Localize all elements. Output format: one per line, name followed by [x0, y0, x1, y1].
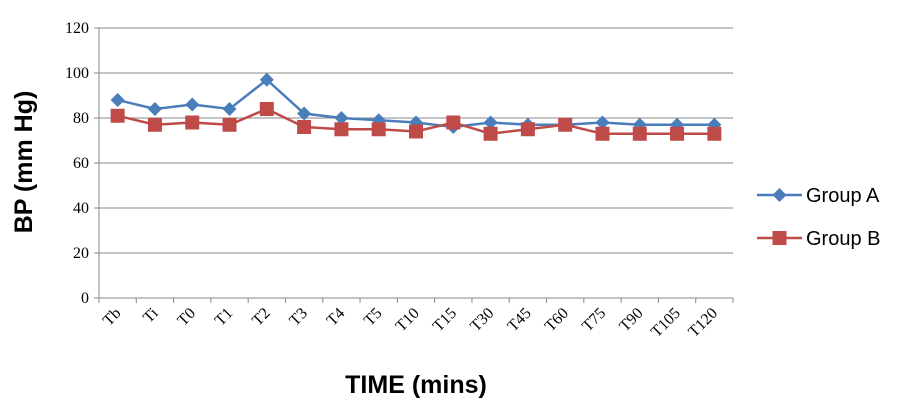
x-axis-title: TIME (mins): [345, 371, 487, 399]
point-1-15: [670, 126, 685, 141]
x-tick-label-7: T5: [361, 305, 386, 330]
point-1-6: [334, 122, 349, 137]
x-tick-label-12: T60: [542, 305, 572, 335]
x-tick-label-15: T105: [648, 305, 684, 341]
point-1-2: [185, 115, 200, 130]
legend-marker-0: [772, 188, 787, 202]
x-tick-label-11: T45: [504, 305, 534, 335]
x-tick-label-8: T10: [393, 305, 423, 335]
x-tick-label-4: T2: [249, 305, 274, 330]
series-1: [110, 102, 722, 141]
y-tick-label-4: 80: [73, 110, 89, 127]
axes: [94, 27, 734, 303]
x-tick-label-14: T90: [616, 305, 646, 335]
x-tick-label-5: T3: [286, 305, 311, 330]
x-tick-label-16: T120: [685, 305, 721, 341]
x-tick-label-3: T1: [212, 305, 237, 330]
series-group: [110, 72, 722, 141]
legend-marker-1: [772, 231, 787, 245]
point-1-3: [222, 117, 237, 132]
point-1-10: [483, 126, 498, 141]
gridlines: [99, 27, 733, 254]
y-tick-labels: 0 20 40 60 80 100 120: [65, 20, 89, 307]
x-tick-label-10: T30: [467, 305, 497, 335]
point-1-16: [707, 126, 722, 141]
x-tick-label-6: T4: [324, 305, 349, 330]
point-1-4: [259, 102, 274, 116]
x-tick-label-1: Ti: [140, 304, 162, 326]
point-0-4: [259, 72, 274, 87]
y-tick-label-0: 0: [81, 290, 89, 307]
y-tick-label-6: 120: [65, 20, 89, 37]
x-tick-label-9: T15: [430, 305, 460, 335]
y-tick-label-1: 20: [73, 245, 89, 262]
y-tick-label-5: 100: [65, 65, 89, 82]
y-tick-label-3: 60: [73, 155, 89, 172]
point-0-1: [147, 102, 162, 116]
point-1-0: [110, 108, 125, 123]
point-1-11: [520, 122, 535, 137]
point-0-0: [110, 93, 125, 107]
y-tick-label-2: 40: [73, 200, 89, 217]
legend-label-0: Group A: [806, 185, 880, 207]
x-tick-labels: Tb Ti T0 T1 T2 T3 T4 T5 T10 T15 T30 T45 T60 T75 T90 T10…: [100, 304, 721, 340]
point-0-10: [483, 115, 498, 130]
point-1-9: [446, 115, 461, 130]
point-0-5: [297, 106, 312, 121]
legend-label-1: Group B: [806, 228, 880, 250]
x-tick-label-0: Tb: [100, 305, 125, 330]
point-1-13: [595, 126, 610, 141]
point-0-2: [185, 97, 200, 112]
legend: Group A Group B: [757, 185, 880, 250]
point-1-8: [409, 124, 423, 139]
point-1-12: [558, 117, 573, 132]
point-1-5: [297, 120, 312, 134]
x-tick-label-13: T75: [579, 305, 609, 335]
point-0-6: [334, 111, 349, 125]
point-1-7: [371, 122, 386, 137]
x-tick-label-2: T0: [174, 305, 199, 330]
y-axis-title: BP (mm Hg): [10, 91, 38, 234]
point-0-13: [595, 115, 610, 130]
point-1-14: [632, 126, 647, 141]
point-0-3: [222, 102, 237, 116]
point-1-1: [147, 117, 162, 132]
